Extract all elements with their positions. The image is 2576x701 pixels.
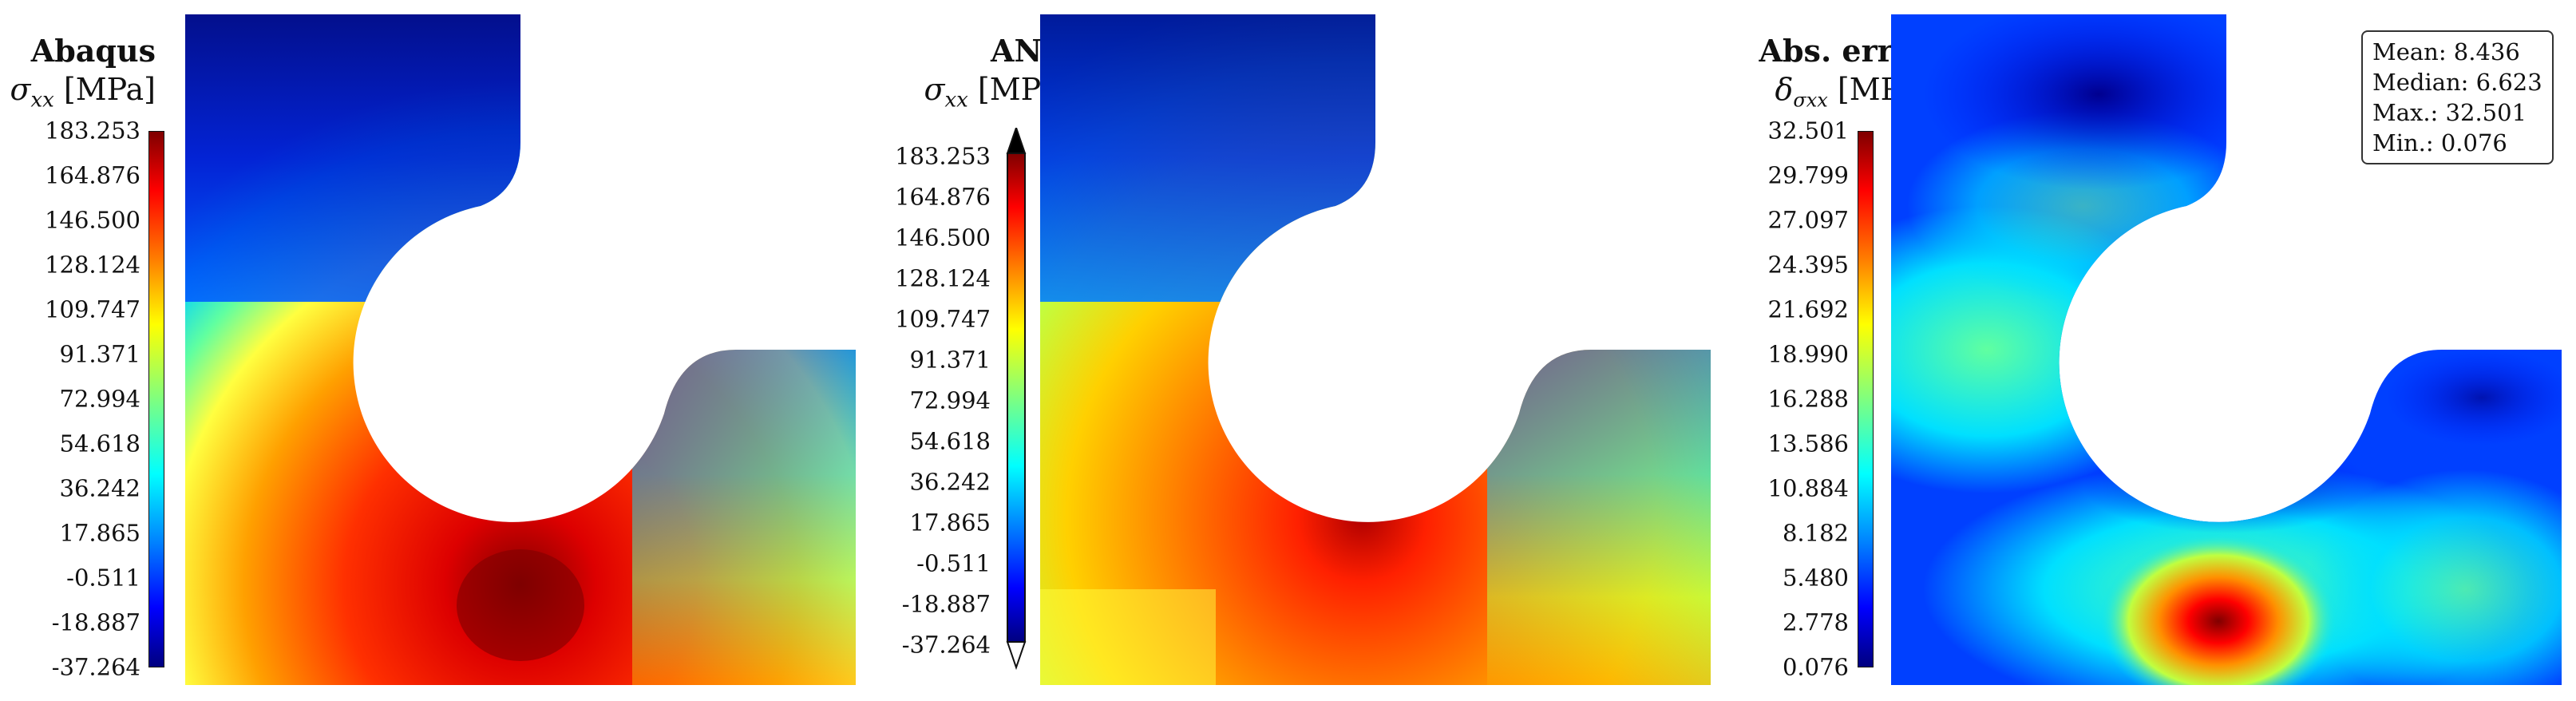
colorbar-tick-label: 146.500 [45, 209, 140, 232]
extend-max-arrow [1007, 128, 1025, 153]
colorbar-tick-label: 109.747 [895, 308, 991, 331]
panel-title: Abaqus [31, 35, 156, 67]
stats-max: Max.: 32.501 [2372, 97, 2542, 128]
colorbar-ticks: 32.501 29.799 27.097 24.395 21.692 18.990 16.2… [1716, 131, 1849, 667]
panel-abs-error: Abs. error δσxx [MPa] 32.501 29.799 27.097… [1716, 0, 2576, 701]
colorbar-tick-label: 32.501 [1768, 120, 1849, 143]
colorbar [1858, 131, 1874, 667]
colorbar-tick-label: 5.480 [1783, 567, 1849, 590]
colorbar-tick-label: 183.253 [895, 145, 991, 168]
colorbar-tick-label: 18.990 [1768, 343, 1849, 366]
colorbar-tick-label: 91.371 [910, 349, 991, 372]
colorbar-tick-label: 0.076 [1783, 656, 1849, 679]
quantity-subscript: xx [945, 89, 968, 113]
colorbar-tick-label: 128.124 [45, 254, 140, 277]
colorbar-tick-label: 128.124 [895, 267, 991, 291]
stats-median: Median: 6.623 [2372, 67, 2542, 97]
colorbar-tick-label: 36.242 [60, 477, 140, 501]
colorbar-tick-label: 54.618 [60, 433, 140, 456]
colorbar-tick-label: 91.371 [60, 343, 140, 366]
quantity-symbol: δ [1775, 72, 1793, 107]
colorbar-tick-label: -18.887 [902, 593, 991, 616]
colorbar-tick-label: 2.778 [1783, 612, 1849, 635]
colorbar [148, 131, 164, 667]
colorbar-tick-label: 36.242 [910, 471, 991, 494]
colorbar-tick-label: 27.097 [1768, 209, 1849, 232]
stress-field-abaqus [185, 14, 856, 685]
colorbar-ticks: 183.253 164.876 146.500 128.124 109.747 91.37… [0, 131, 140, 667]
stats-min: Min.: 0.076 [2372, 128, 2542, 158]
quantity-symbol: σ [10, 72, 31, 107]
colorbar-tick-label: 164.876 [45, 164, 140, 188]
colorbar-tick-label: 72.994 [60, 388, 140, 411]
colorbar-tick-label: 146.500 [895, 227, 991, 250]
colorbar-tick-label: 72.994 [910, 390, 991, 413]
colorbar-tick-label: 183.253 [45, 120, 140, 143]
colorbar-tick-label: -37.264 [902, 634, 991, 657]
colorbar-ticks: 183.253 164.876 146.500 128.124 109.747 91.37… [858, 156, 991, 645]
stress-field-ann [1040, 14, 1711, 685]
colorbar-tick-label: 17.865 [60, 522, 140, 545]
panel-ann: ANN σxx [MPa] 183.253 164.876 146.500 128.1… [858, 0, 1716, 701]
stats-mean: Mean: 8.436 [2372, 37, 2542, 67]
quantity-label: σxx [MPa] [10, 73, 156, 117]
stats-box: Mean: 8.436 Median: 6.623 Max.: 32.501 M… [2361, 30, 2554, 164]
quantity-subscript: xx [31, 89, 54, 113]
colorbar-tick-label: 164.876 [895, 186, 991, 209]
colorbar-tick-label: 10.884 [1768, 477, 1849, 501]
colorbar-tick-label: -0.511 [916, 552, 991, 576]
extend-min-arrow [1007, 642, 1025, 667]
colorbar-tick-label: 109.747 [45, 299, 140, 322]
colorbar-tick-label: 16.288 [1768, 388, 1849, 411]
quantity-symbol: σ [924, 72, 945, 107]
colorbar-tick-label: 8.182 [1783, 522, 1849, 545]
colorbar-tick-label: 21.692 [1768, 299, 1849, 322]
colorbar-tick-label: -0.511 [66, 567, 140, 590]
colorbar-tick-label: 17.865 [910, 512, 991, 535]
colorbar [1007, 153, 1025, 642]
colorbar-tick-label: 13.586 [1768, 433, 1849, 456]
colorbar-tick-label: 54.618 [910, 430, 991, 453]
quantity-subscript: σxx [1793, 89, 1827, 112]
panel-abaqus: Abaqus σxx [MPa] 183.253 164.876 146.500 12… [0, 0, 858, 701]
colorbar-tick-label: -18.887 [52, 612, 140, 635]
colorbar-extend-arrows [1000, 128, 1032, 671]
colorbar-tick-label: 24.395 [1768, 254, 1849, 277]
colorbar-tick-label: 29.799 [1768, 164, 1849, 188]
colorbar-tick-label: -37.264 [52, 656, 140, 679]
unit-label: [MPa] [64, 72, 156, 107]
